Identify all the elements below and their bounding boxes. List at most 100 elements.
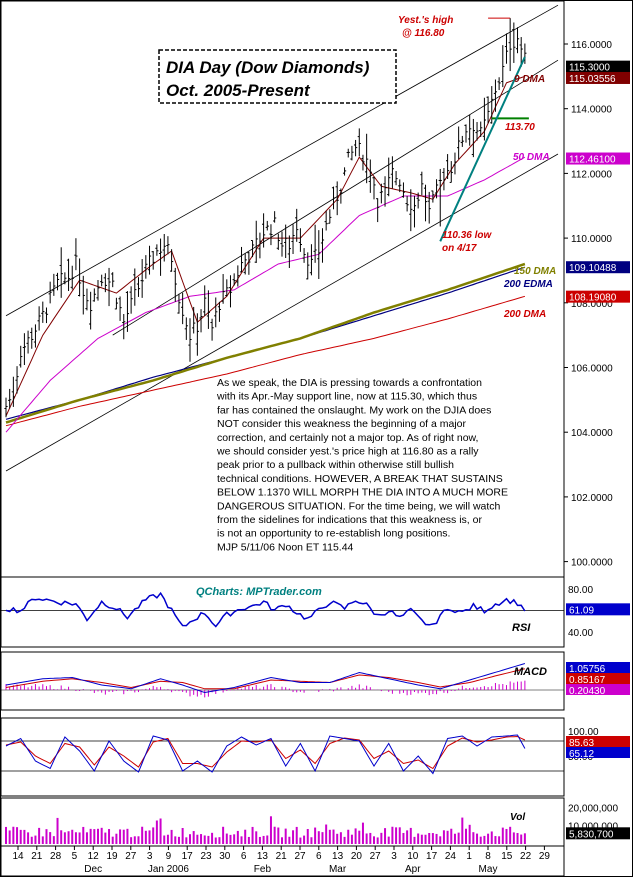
macd-value-label: 0.85167 [569, 675, 606, 686]
price-bar [519, 37, 523, 67]
price-bar [74, 238, 78, 271]
channel-lines [5, 4, 559, 472]
commentary-line: we should consider yest.'s price high at… [216, 446, 479, 458]
x-tick-label: 5 [72, 851, 78, 862]
price-bar [258, 232, 262, 259]
price-bar [512, 22, 516, 63]
price-bar [295, 208, 299, 242]
channel-upper-line [5, 4, 559, 317]
x-month-label: Dec [84, 864, 102, 875]
price-bar [328, 209, 332, 224]
price-badge [566, 261, 630, 274]
price-bar [320, 228, 325, 263]
price-bar [15, 366, 19, 394]
commentary-text: As we speak, the DIA is pressing towards… [216, 377, 508, 553]
volume-y-tick-label: 20,000,000 [568, 803, 618, 814]
x-month-label: Jan 2006 [148, 864, 190, 875]
price-bar [11, 376, 15, 407]
price-bar [151, 250, 155, 270]
x-tick-label: 13 [332, 851, 344, 862]
price-bar [78, 258, 82, 297]
price-bar [195, 313, 199, 356]
price-bar [55, 272, 60, 291]
vol-label: Vol [510, 812, 525, 823]
x-tick-label: 21 [31, 851, 43, 862]
price-y-tick-label: 116.0000 [571, 40, 612, 51]
price-bar [111, 272, 115, 288]
price-bar [416, 192, 420, 209]
price-bar [63, 272, 67, 285]
trend-line [439, 56, 526, 242]
macd-signal-line [5, 668, 526, 690]
price-y-tick-label: 100.0000 [571, 558, 613, 569]
price-bar [460, 135, 464, 147]
price-bar [66, 258, 71, 291]
price-bar [497, 77, 501, 91]
rsi-value-label: 61.09 [569, 605, 594, 616]
price-bar [291, 224, 295, 254]
x-tick-label: 6 [316, 851, 322, 862]
volume-value-label: 5,830,700 [569, 829, 614, 840]
price-bar [136, 277, 141, 297]
price-bar [273, 211, 277, 223]
price-bar [269, 224, 273, 246]
price-bar [449, 161, 453, 183]
price-bar [302, 248, 306, 263]
x-tick-label: 14 [12, 851, 24, 862]
low-label: 110.36 low [442, 230, 493, 241]
price-bar [217, 301, 222, 322]
price-badge-label: 112.46100 [569, 155, 616, 166]
price-bar [162, 234, 166, 262]
price-bar [368, 159, 372, 193]
price-bar [210, 318, 214, 341]
price-bar [475, 122, 479, 141]
x-month-label: Apr [405, 864, 421, 875]
price-bar [438, 168, 442, 227]
commentary-line: technical conditions. HOWEVER, A BREAK T… [217, 473, 503, 485]
price-bar [265, 220, 269, 231]
price-bar [427, 191, 431, 224]
dma200-label: 200 DMA [503, 309, 546, 320]
price-bar [383, 176, 387, 207]
commentary-line: BELOW 1.1370 WILL MORPH THE DIA INTO A M… [217, 487, 508, 499]
price-y-tick-label: 108.0000 [571, 299, 613, 310]
price-bar [236, 265, 240, 287]
price-bar [493, 79, 498, 112]
macd-value-label: 1.05756 [569, 664, 606, 675]
price-badge [566, 290, 630, 303]
low-date-label: on 4/17 [442, 243, 477, 254]
price-bar [26, 330, 30, 354]
commentary-line: from the sidelines for indications that … [217, 514, 482, 526]
price-bar [331, 186, 336, 210]
x-tick-label: 15 [501, 851, 513, 862]
price-bar [37, 306, 41, 331]
price-bar [118, 296, 122, 321]
commentary-line: far has contained the onslaught. My work… [217, 404, 491, 416]
commentary-line: with its Apr.-May support line, now at 1… [216, 391, 477, 403]
price-bar [85, 288, 89, 311]
price-bar [33, 324, 38, 348]
price-bar [92, 288, 96, 302]
x-tick-label: 10 [407, 851, 419, 862]
price-bar [228, 275, 233, 308]
price-bar [287, 235, 291, 269]
price-bar [376, 198, 380, 223]
x-tick-label: 6 [241, 851, 247, 862]
watermark: QCharts: MPTrader.com [196, 586, 322, 598]
price-bar [412, 195, 417, 228]
price-bar [453, 152, 457, 175]
price-bar [457, 126, 461, 160]
price-bar [482, 97, 486, 141]
stochastic-value-label: 85.63 [569, 738, 594, 749]
price-bar [346, 148, 350, 158]
price-bar [48, 281, 52, 304]
x-month-label: Mar [329, 864, 347, 875]
price-bar [284, 224, 288, 258]
x-tick-label: 24 [445, 851, 457, 862]
price-bar [379, 183, 383, 204]
x-tick-label: 27 [294, 851, 306, 862]
price-bar [468, 114, 472, 146]
price-bar [354, 139, 358, 157]
